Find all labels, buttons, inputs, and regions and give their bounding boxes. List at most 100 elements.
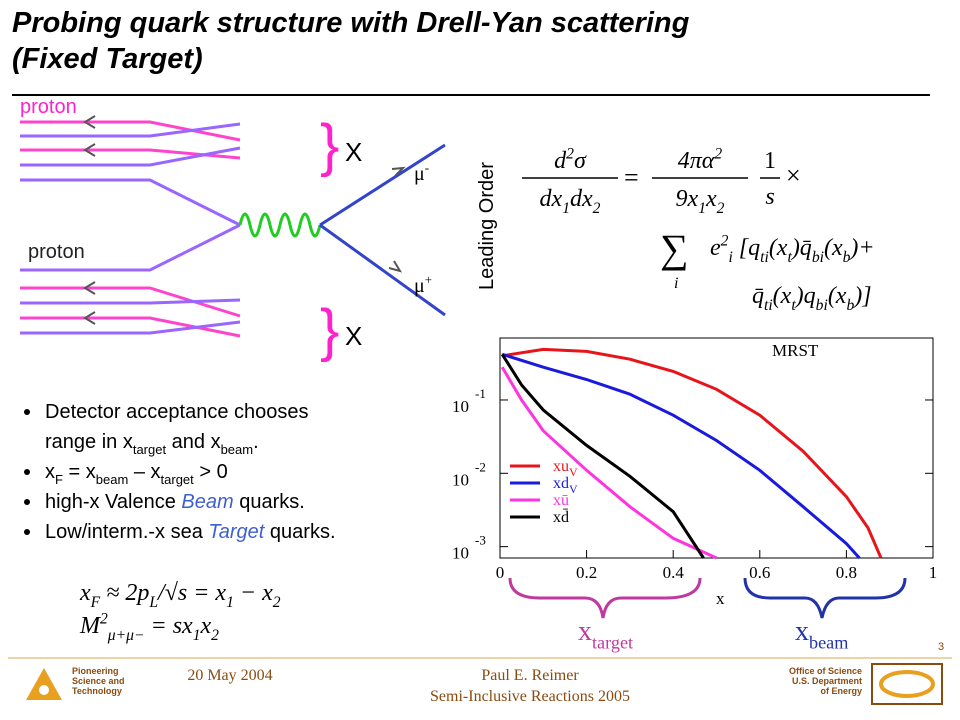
subscript: bi [816, 297, 828, 314]
text-run: (x [824, 235, 843, 261]
text-run: M [79, 613, 102, 639]
svg-text:}: } [320, 113, 339, 178]
text-run: − x [234, 580, 273, 606]
bracket [508, 577, 702, 619]
curve [501, 352, 861, 560]
footer-text: Paul E. Reimer [481, 667, 579, 684]
bullet-text: xF = xbeam – xtarget > 0 [45, 461, 228, 487]
superscript: 2 [714, 145, 722, 162]
legend-label: xuV [553, 458, 578, 479]
logo [26, 668, 62, 700]
subscript: t [791, 297, 796, 314]
text-run: )+ [848, 235, 874, 261]
text-run: Beam [181, 491, 233, 513]
x-tick-label: 0.2 [576, 563, 597, 582]
y-tick-exponent: -1 [475, 386, 486, 401]
text-run: quarks. [264, 521, 335, 543]
text-run: x [45, 461, 55, 483]
footer-text: 20 May 2004 [187, 667, 272, 684]
text-run: σ [574, 148, 587, 174]
text-run: x [705, 186, 717, 212]
superscript: - [425, 160, 429, 175]
bullet-text: Detector acceptance chooses [45, 401, 309, 423]
subscript: beam [809, 632, 848, 652]
subscript: target [133, 442, 167, 457]
text-run: x [578, 616, 592, 647]
text-run: μ [414, 275, 425, 297]
curve [500, 353, 705, 559]
label: proton [20, 96, 77, 118]
subscript: μ+μ− [107, 627, 145, 644]
x-tick-label: 0 [496, 563, 505, 582]
title-line: (Fixed Target) [12, 43, 203, 75]
text-run: )q [794, 283, 816, 309]
footer-text: Technology [72, 686, 122, 696]
denominator: dx1dx2 [540, 186, 601, 217]
y-tick-label: 10 -2 [452, 459, 486, 489]
diagram: } } [20, 113, 446, 363]
y-tick-base: 10 [452, 397, 469, 416]
footer-text: U.S. Department [792, 676, 862, 686]
curve [500, 366, 718, 560]
x-tick-label: 0.4 [663, 563, 685, 582]
text-run: (x [828, 283, 847, 309]
equation-line: q̄ti(xt)qbi(xb)] [752, 283, 872, 314]
label: proton [28, 241, 85, 263]
x-tick-label: 0.6 [749, 563, 770, 582]
x-axis-label: x [716, 589, 725, 608]
legend-name: xu [553, 458, 569, 475]
bullet-dot [24, 469, 30, 475]
subscript: L [148, 594, 158, 611]
subscript: target [161, 472, 195, 487]
logo [39, 685, 49, 695]
svg-text:}: } [320, 298, 339, 363]
subscript: i [728, 249, 732, 266]
text-run: x [795, 616, 809, 647]
subscript: bi [812, 249, 824, 266]
sum-index: i [674, 275, 678, 292]
superscript: 2 [721, 232, 729, 249]
footer-text: Semi-Inclusive Reactions 2005 [430, 688, 630, 705]
text-run: dx [540, 186, 563, 212]
numerator: 4πα2 [678, 145, 723, 174]
footer-text: Office of Science [789, 666, 862, 676]
bullet-text: Low/interm.-x sea Target quarks. [45, 521, 336, 543]
subscript: 2 [717, 200, 725, 217]
text-run: e [710, 235, 721, 261]
title-line: Probing quark structure with Drell-Yan s… [12, 7, 690, 39]
legend-sub: V [569, 482, 578, 496]
text-run: > 0 [194, 461, 228, 483]
plot: 0 0.2 0.4 0.6 0.8 110-110-210-3xMRSTxuVxdVxūx… [452, 337, 937, 608]
subscript: ti [764, 297, 773, 314]
label: xtarget [578, 616, 633, 652]
denominator: s [765, 184, 774, 210]
subscript: 2 [593, 200, 601, 217]
legend-name: xū [553, 492, 569, 509]
equation-line: e2i [qti(xt)q̄bi(xb)+ [710, 232, 875, 266]
y-tick-exponent: -2 [475, 459, 486, 474]
text-run: quarks. [234, 491, 305, 513]
footer-text: of Energy [820, 686, 862, 696]
subscript: b [846, 297, 854, 314]
subscript: F [90, 594, 101, 611]
superscript: 2 [100, 610, 108, 627]
equals: = [624, 163, 639, 192]
y-tick-label: 10 -3 [452, 533, 486, 563]
text-run: Target [208, 521, 265, 543]
text-run: . [253, 431, 259, 453]
text-run: and x [166, 431, 220, 453]
subscript: t [787, 249, 792, 266]
footer-text: Science and [72, 676, 125, 686]
text-run: (x [769, 235, 788, 261]
text-run: – x [128, 461, 160, 483]
subscript: 1 [698, 200, 706, 217]
text-run: high-x Valence [45, 491, 181, 513]
times: × [786, 161, 801, 190]
curve [501, 347, 883, 559]
legend-label: xd̄ [553, 508, 569, 526]
subscript: 2 [273, 594, 281, 611]
bullet-dot [24, 499, 30, 505]
